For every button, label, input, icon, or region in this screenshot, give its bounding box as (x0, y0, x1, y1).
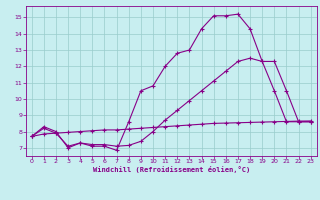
X-axis label: Windchill (Refroidissement éolien,°C): Windchill (Refroidissement éolien,°C) (92, 166, 250, 173)
